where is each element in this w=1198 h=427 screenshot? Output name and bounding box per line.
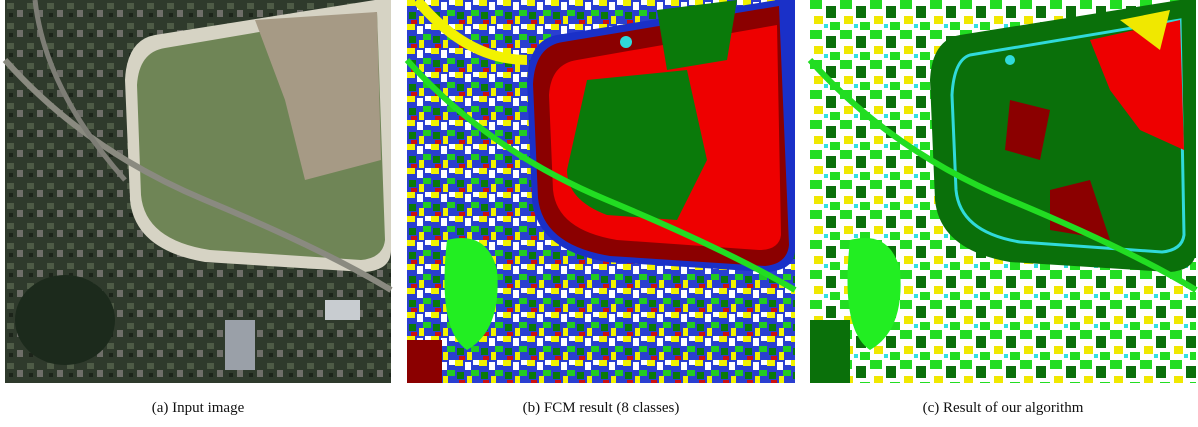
input-image: [5, 0, 391, 383]
figure: (a) Input image (b) FCM result (8 classe…: [0, 0, 1198, 427]
caption: (a) Input image: [152, 400, 245, 416]
caption: (c) Result of our algorithm: [923, 400, 1084, 416]
fcm-result-image: [407, 0, 795, 383]
our-result-image: [810, 0, 1196, 383]
caption: (b) FCM result (8 classes): [523, 400, 680, 416]
